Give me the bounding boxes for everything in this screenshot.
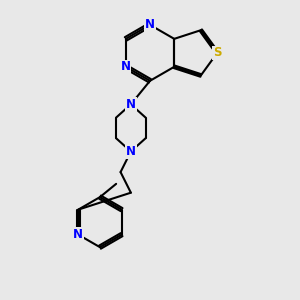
- Text: N: N: [126, 145, 136, 158]
- Text: S: S: [213, 46, 221, 59]
- Text: N: N: [126, 98, 136, 111]
- Text: N: N: [73, 228, 83, 241]
- Text: N: N: [145, 18, 155, 32]
- Text: N: N: [121, 60, 131, 73]
